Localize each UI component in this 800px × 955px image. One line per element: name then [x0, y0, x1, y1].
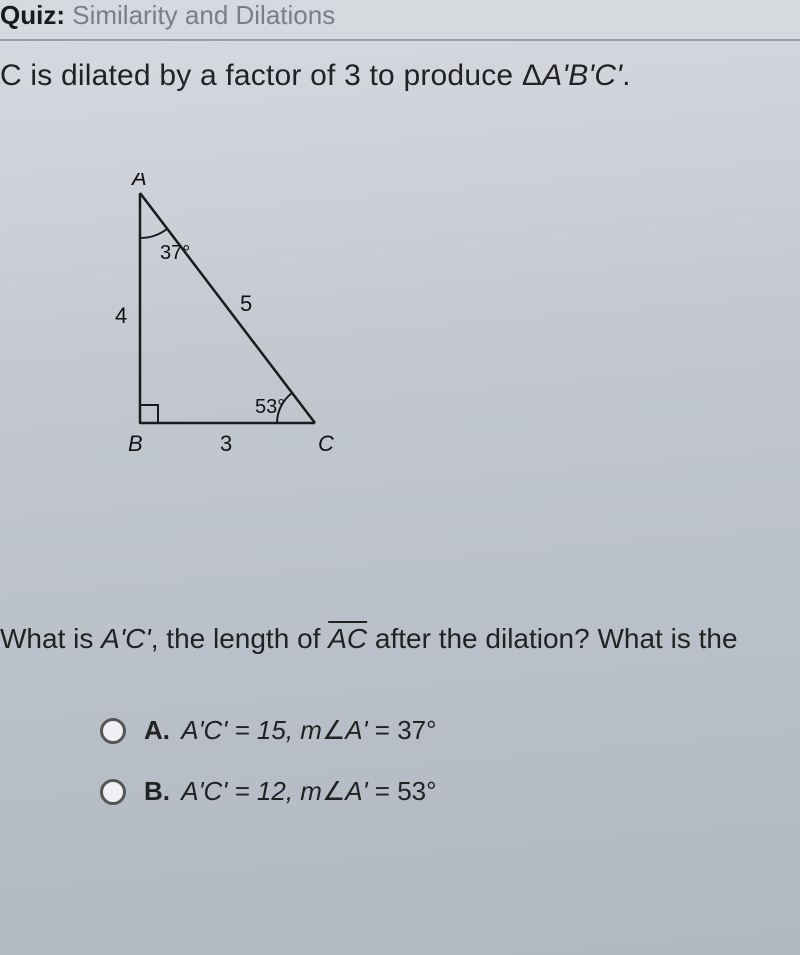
choice-ac: A'C' = 15,: [181, 715, 300, 745]
angle-c-label: 53°: [255, 396, 285, 418]
right-angle-marker: [140, 405, 158, 423]
choice-ac: A'C' = 12,: [181, 776, 300, 806]
radio-icon[interactable]: [100, 779, 126, 805]
choice-b-text: B. A'C' = 12, m∠A' = 53°: [144, 776, 437, 807]
problem-period: .: [622, 59, 631, 92]
problem-prefix: C is dilated by a factor of 3 to produce: [0, 59, 522, 92]
angle-a-arc: [140, 229, 167, 238]
choice-m: m: [300, 715, 322, 745]
choice-letter: A.: [144, 715, 170, 745]
choice-eq: = 53°: [375, 776, 437, 806]
triangle-svg: A B C 4 3 5 37° 53°: [60, 173, 380, 473]
choice-letter: B.: [144, 776, 170, 806]
triangle-figure: A B C 4 3 5 37° 53°: [60, 173, 380, 513]
problem-statement: C is dilated by a factor of 3 to produce…: [0, 41, 800, 103]
choice-a[interactable]: A. A'C' = 15, m∠A' = 37°: [100, 715, 800, 746]
vertex-c-label: C: [318, 431, 334, 456]
quiz-title: Similarity and Dilations: [72, 0, 335, 30]
q-part3: after the dilation? What is the: [367, 623, 737, 654]
triangle-symbol: Δ: [522, 59, 542, 92]
choice-m: m: [300, 776, 322, 806]
choice-a-var: A': [345, 776, 375, 806]
angle-a-label: 37°: [160, 242, 190, 264]
choice-a-text: A. A'C' = 15, m∠A' = 37°: [144, 715, 437, 746]
angle-icon: ∠: [322, 776, 345, 806]
side-ab-length: 4: [115, 303, 127, 328]
side-ac-length: 5: [240, 291, 252, 316]
vertex-b-label: B: [128, 431, 143, 456]
triangle-name: A'B'C': [542, 59, 622, 92]
choice-a-var: A': [345, 715, 375, 745]
q-ac-prime: A'C': [101, 623, 151, 654]
angle-icon: ∠: [322, 715, 345, 745]
quiz-label: Quiz:: [0, 0, 65, 30]
radio-icon[interactable]: [100, 718, 126, 744]
question-text: What is A'C', the length of AC after the…: [0, 513, 800, 655]
side-bc-length: 3: [220, 431, 232, 456]
q-ac-bar: AC: [328, 623, 367, 654]
choice-b[interactable]: B. A'C' = 12, m∠A' = 53°: [100, 776, 800, 807]
q-part2: , the length of: [151, 623, 328, 654]
vertex-a-label: A: [130, 173, 147, 190]
side-ac: [140, 193, 315, 423]
quiz-header: Quiz: Similarity and Dilations: [0, 0, 800, 41]
choice-eq: = 37°: [375, 715, 437, 745]
answer-choices: A. A'C' = 15, m∠A' = 37° B. A'C' = 12, m…: [0, 655, 800, 807]
q-part1: What is: [0, 623, 101, 654]
